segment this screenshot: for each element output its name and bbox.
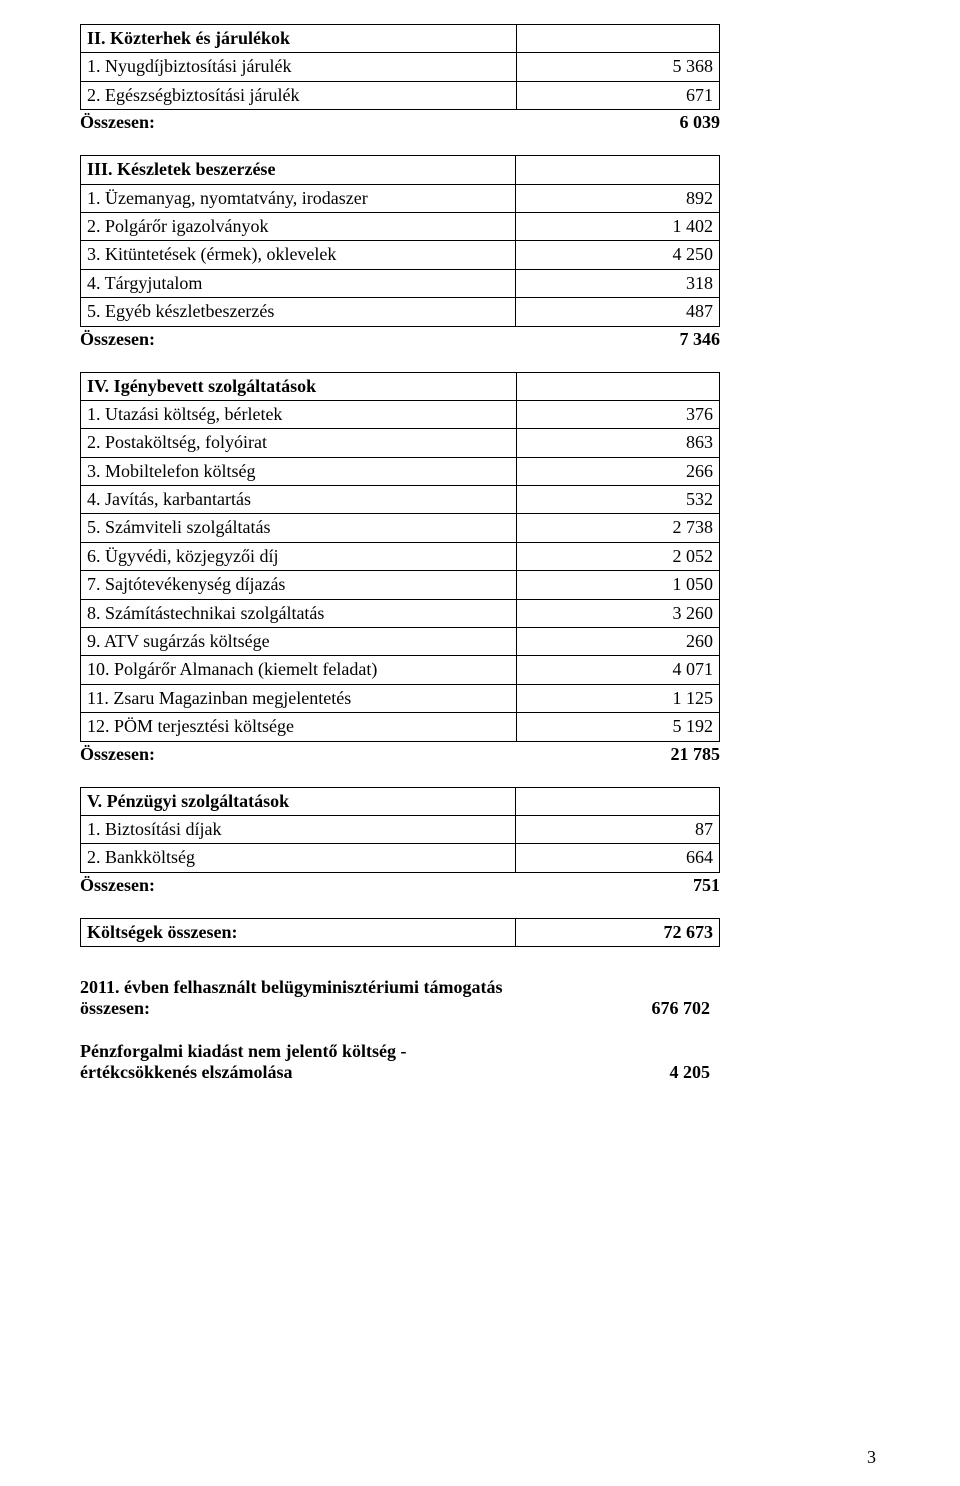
row-label: 1. Biztosítási díjak bbox=[81, 815, 516, 843]
grand-total-label: Költségek összesen: bbox=[81, 918, 516, 946]
total-label: Összesen: bbox=[80, 744, 520, 765]
total-value: 751 bbox=[520, 875, 720, 896]
row-value: 664 bbox=[516, 844, 720, 872]
row-label: 3. Kitüntetések (érmek), oklevelek bbox=[81, 241, 516, 269]
row-label: 1. Üzemanyag, nyomtatvány, irodaszer bbox=[81, 184, 516, 212]
total-value: 6 039 bbox=[520, 112, 720, 133]
note-paragraph: Pénzforgalmi kiadást nem jelentő költség… bbox=[80, 1041, 720, 1083]
total-value: 7 346 bbox=[520, 329, 720, 350]
row-label: 10. Polgárőr Almanach (kiemelt feladat) bbox=[81, 656, 517, 684]
row-value: 4 250 bbox=[516, 241, 720, 269]
row-value: 2 052 bbox=[516, 542, 719, 570]
row-label: 2. Polgárőr igazolványok bbox=[81, 212, 516, 240]
total-value: 21 785 bbox=[520, 744, 720, 765]
row-value: 532 bbox=[516, 486, 719, 514]
grand-total-value: 72 673 bbox=[515, 918, 719, 946]
total-label: Összesen: bbox=[80, 875, 520, 896]
row-value: 5 368 bbox=[516, 53, 719, 81]
row-value: 5 192 bbox=[516, 713, 719, 741]
row-label: 5. Egyéb készletbeszerzés bbox=[81, 298, 516, 326]
row-label: 1. Nyugdíjbiztosítási járulék bbox=[81, 53, 517, 81]
row-label: 9. ATV sugárzás költsége bbox=[81, 628, 517, 656]
section-header-blank bbox=[516, 156, 720, 184]
section-total: Összesen:7 346 bbox=[80, 329, 720, 350]
total-label: Összesen: bbox=[80, 329, 520, 350]
section-total: Összesen:751 bbox=[80, 875, 720, 896]
row-label: 8. Számítástechnikai szolgáltatás bbox=[81, 599, 517, 627]
section-header-blank bbox=[516, 25, 719, 53]
row-label: 5. Számviteli szolgáltatás bbox=[81, 514, 517, 542]
section-header: II. Közterhek és járulékok bbox=[81, 25, 517, 53]
row-value: 4 071 bbox=[516, 656, 719, 684]
row-label: 2. Bankköltség bbox=[81, 844, 516, 872]
row-value: 87 bbox=[516, 815, 720, 843]
row-label: 11. Zsaru Magazinban megjelentetés bbox=[81, 684, 517, 712]
section-total: Összesen:21 785 bbox=[80, 744, 720, 765]
row-label: 2. Egészségbiztosítási járulék bbox=[81, 81, 517, 109]
section-header-blank bbox=[516, 372, 719, 400]
row-value: 318 bbox=[516, 269, 720, 297]
row-label: 6. Ügyvédi, közjegyzői díj bbox=[81, 542, 517, 570]
row-label: 7. Sajtótevékenység díjazás bbox=[81, 571, 517, 599]
section-table: V. Pénzügyi szolgáltatások 1. Biztosítás… bbox=[80, 787, 720, 873]
section-header: V. Pénzügyi szolgáltatások bbox=[81, 787, 516, 815]
row-label: 3. Mobiltelefon költség bbox=[81, 457, 517, 485]
row-value: 376 bbox=[516, 400, 719, 428]
section-header: IV. Igénybevett szolgáltatások bbox=[81, 372, 517, 400]
row-label: 1. Utazási költség, bérletek bbox=[81, 400, 517, 428]
row-value: 266 bbox=[516, 457, 719, 485]
row-value: 1 402 bbox=[516, 212, 720, 240]
row-value: 1 125 bbox=[516, 684, 719, 712]
section-header-blank bbox=[516, 787, 720, 815]
row-value: 1 050 bbox=[516, 571, 719, 599]
summary-paragraph: 2011. évben felhasznált belügyminisztéri… bbox=[80, 977, 720, 1019]
summary-label: 2011. évben felhasznált belügyminisztéri… bbox=[80, 977, 520, 1019]
note-value: 4 205 bbox=[520, 1062, 710, 1083]
row-label: 4. Tárgyjutalom bbox=[81, 269, 516, 297]
row-label: 4. Javítás, karbantartás bbox=[81, 486, 517, 514]
page-number: 3 bbox=[867, 1447, 876, 1468]
section-total: Összesen:6 039 bbox=[80, 112, 720, 133]
row-value: 863 bbox=[516, 429, 719, 457]
summary-value: 676 702 bbox=[520, 998, 710, 1019]
row-value: 892 bbox=[516, 184, 720, 212]
section-table: IV. Igénybevett szolgáltatások 1. Utazás… bbox=[80, 372, 720, 742]
grand-total-table: Költségek összesen: 72 673 bbox=[80, 918, 720, 947]
row-value: 260 bbox=[516, 628, 719, 656]
row-value: 2 738 bbox=[516, 514, 719, 542]
row-label: 12. PÖM terjesztési költsége bbox=[81, 713, 517, 741]
section-table: II. Közterhek és járulékok 1. Nyugdíjbiz… bbox=[80, 24, 720, 110]
section-table: III. Készletek beszerzése 1. Üzemanyag, … bbox=[80, 155, 720, 326]
row-value: 487 bbox=[516, 298, 720, 326]
row-value: 671 bbox=[516, 81, 719, 109]
row-value: 3 260 bbox=[516, 599, 719, 627]
note-label: Pénzforgalmi kiadást nem jelentő költség… bbox=[80, 1041, 520, 1083]
row-label: 2. Postaköltség, folyóirat bbox=[81, 429, 517, 457]
total-label: Összesen: bbox=[80, 112, 520, 133]
section-header: III. Készletek beszerzése bbox=[81, 156, 516, 184]
